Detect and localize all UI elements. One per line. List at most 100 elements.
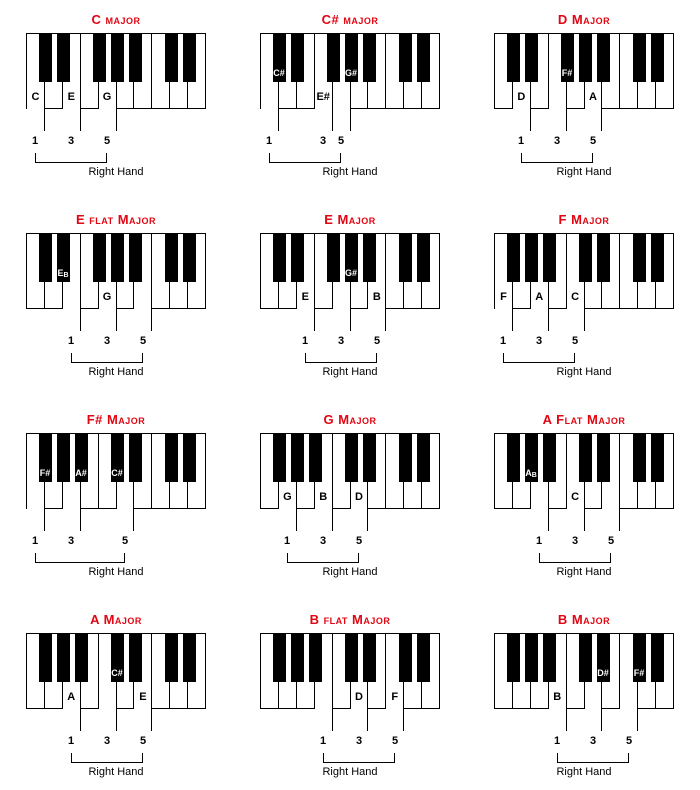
white-key: E: [134, 634, 152, 709]
note-label: B: [373, 291, 381, 303]
white-key: [117, 434, 135, 509]
white-key: [495, 34, 513, 109]
finger-number: 1: [302, 335, 308, 347]
white-key: [333, 634, 351, 709]
hand-bracket: [71, 353, 143, 363]
white-key: [638, 434, 656, 509]
note-label: E#: [316, 91, 329, 103]
note-label: E: [302, 291, 309, 303]
note-label: F: [500, 291, 507, 303]
note-label: G: [103, 291, 112, 303]
chord-diagram: A MajorAEC#135Right Hand: [8, 612, 224, 778]
hand-bracket: [71, 753, 143, 763]
white-key: [152, 234, 170, 309]
white-key: [261, 634, 279, 709]
white-key: [638, 234, 656, 309]
white-key: [513, 234, 531, 309]
white-key: [351, 34, 369, 109]
note-label: A: [589, 91, 597, 103]
white-key: [152, 634, 170, 709]
white-key: [404, 234, 422, 309]
white-key: [117, 234, 135, 309]
hand-label: Right Hand: [322, 766, 377, 778]
finger-number: 1: [554, 735, 560, 747]
white-key: [386, 34, 404, 109]
white-key: [117, 34, 135, 109]
white-key: F: [495, 234, 513, 309]
chord-title: C# major: [322, 12, 379, 27]
white-key: [134, 434, 152, 509]
hand-label: Right Hand: [322, 166, 377, 178]
finger-number: 5: [608, 535, 614, 547]
fingerings: 135: [494, 535, 674, 551]
white-key: [27, 434, 45, 509]
white-key: [170, 434, 188, 509]
finger-number: 3: [554, 135, 560, 147]
chord-title: B flat Major: [310, 612, 391, 627]
keyboard: F#A#C#: [26, 433, 206, 509]
white-key: [620, 234, 638, 309]
white-key: [188, 34, 205, 109]
white-key: [513, 634, 531, 709]
chord-grid: C majorCEG135Right HandC# majorE#C#G#135…: [8, 12, 692, 778]
chord-title: C major: [91, 12, 140, 27]
white-key: [513, 434, 531, 509]
white-key: [620, 34, 638, 109]
hand-bracket: [287, 553, 359, 563]
finger-number: 5: [590, 135, 596, 147]
white-key: E: [63, 34, 81, 109]
white-key: [386, 234, 404, 309]
finger-number: 5: [140, 735, 146, 747]
fingerings: 135: [494, 735, 674, 751]
white-key: [602, 634, 620, 709]
keyboard: GBD: [260, 433, 440, 509]
finger-number: 5: [338, 135, 344, 147]
white-key: [81, 34, 99, 109]
finger-number: 5: [104, 135, 110, 147]
white-key: [656, 434, 673, 509]
white-key: [81, 434, 99, 509]
white-key: [188, 634, 205, 709]
keyboard: CAB: [494, 433, 674, 509]
white-key: [188, 234, 205, 309]
note-label: E: [68, 91, 75, 103]
hand-bracket: [35, 153, 107, 163]
white-key: [333, 234, 351, 309]
white-key: A: [585, 34, 603, 109]
note-label: A: [67, 691, 75, 703]
fingerings: 135: [260, 735, 440, 751]
fingerings: 135: [494, 135, 674, 151]
finger-number: 1: [32, 535, 38, 547]
white-key: [315, 234, 333, 309]
keyboard: BD#F#: [494, 633, 674, 709]
white-key: G: [279, 434, 297, 509]
finger-number: 1: [284, 535, 290, 547]
white-key: A: [531, 234, 549, 309]
finger-number: 5: [356, 535, 362, 547]
white-key: [99, 434, 117, 509]
white-key: [333, 34, 351, 109]
white-key: E#: [315, 34, 333, 109]
finger-number: 3: [356, 735, 362, 747]
white-key: B: [549, 634, 567, 709]
white-key: [63, 434, 81, 509]
white-key: [404, 634, 422, 709]
chord-diagram: B MajorBD#F#135Right Hand: [476, 612, 692, 778]
chord-title: E flat Major: [76, 212, 156, 227]
chord-diagram: F MajorFAC135Right Hand: [476, 212, 692, 378]
white-key: B: [315, 434, 333, 509]
hand-label: Right Hand: [322, 366, 377, 378]
white-key: G: [99, 234, 117, 309]
white-key: [585, 234, 603, 309]
finger-number: 1: [68, 735, 74, 747]
white-key: [117, 634, 135, 709]
chord-title: G Major: [323, 412, 376, 427]
white-key: F: [386, 634, 404, 709]
white-key: [297, 434, 315, 509]
fingerings: 1 3 5: [26, 735, 206, 751]
finger-number: 3: [104, 735, 110, 747]
white-key: [134, 34, 152, 109]
chord-title: A Flat Major: [543, 412, 626, 427]
white-key: [495, 434, 513, 509]
hand-bracket: [269, 153, 341, 163]
